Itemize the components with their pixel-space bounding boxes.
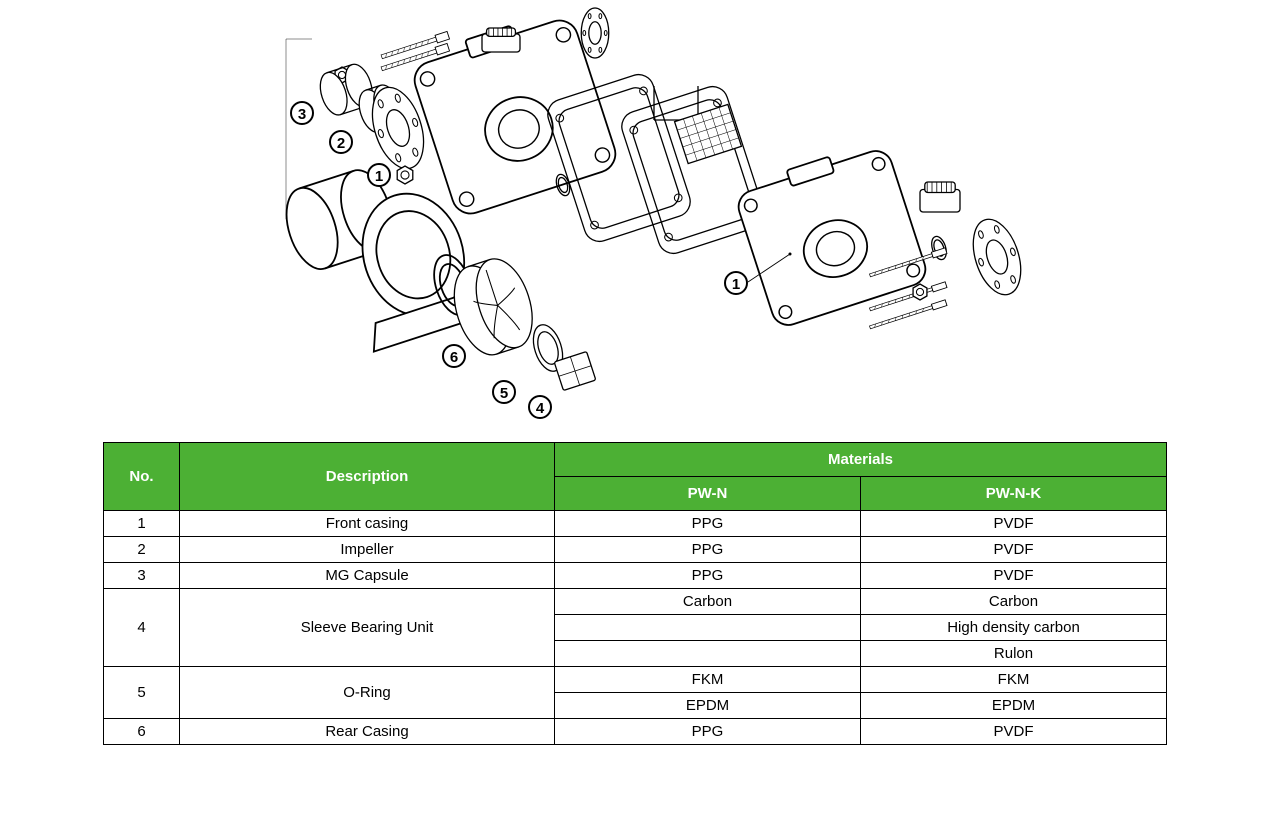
col-pwnk-header: PW-N-K	[861, 477, 1167, 511]
materials-table: No. Description Materials PW-N PW-N-K 1F…	[103, 442, 1167, 745]
col-no-header: No.	[104, 443, 180, 511]
table-row: 3MG CapsulePPGPVDF	[104, 563, 1167, 589]
cell-desc: MG Capsule	[180, 563, 555, 589]
cell-m2: Rulon	[861, 641, 1167, 667]
cell-m1	[555, 615, 861, 641]
cell-m2: PVDF	[861, 563, 1167, 589]
cell-desc: Sleeve Bearing Unit	[180, 589, 555, 667]
cell-desc: Impeller	[180, 537, 555, 563]
cell-m1: PPG	[555, 563, 861, 589]
part-port-ring	[929, 235, 949, 262]
col-materials-header: Materials	[555, 443, 1167, 477]
col-pwn-header: PW-N	[555, 477, 861, 511]
part-mesh-plate	[675, 104, 742, 163]
callout-1: 1	[367, 163, 391, 187]
cell-m2: EPDM	[861, 693, 1167, 719]
table-row: 5O-RingFKMFKM	[104, 667, 1167, 693]
callout-5: 5	[492, 380, 516, 404]
callout-1: 1	[724, 271, 748, 295]
cell-no: 6	[104, 719, 180, 745]
materials-table-head: No. Description Materials PW-N PW-N-K	[104, 443, 1167, 511]
cell-desc: Front casing	[180, 511, 555, 537]
diagram-svg	[0, 0, 1265, 442]
exploded-view-diagram: 3216541	[0, 0, 1265, 442]
col-desc-header: Description	[180, 443, 555, 511]
cell-no: 3	[104, 563, 180, 589]
cell-m1: Carbon	[555, 589, 861, 615]
cell-desc: O-Ring	[180, 667, 555, 719]
cell-m2: Carbon	[861, 589, 1167, 615]
cell-m1	[555, 641, 861, 667]
cell-m2: High density carbon	[861, 615, 1167, 641]
cell-m1: PPG	[555, 511, 861, 537]
callout-4: 4	[528, 395, 552, 419]
cell-m1: EPDM	[555, 693, 861, 719]
part-cap-top	[482, 28, 520, 52]
part-bearing-4	[554, 351, 596, 390]
cell-m1: PPG	[555, 719, 861, 745]
part-top-flange	[581, 8, 609, 58]
page-container: 3216541 No. Description Materials PW-N P…	[0, 0, 1265, 442]
cell-m1: PPG	[555, 537, 861, 563]
cell-m1: FKM	[555, 667, 861, 693]
table-row: 4Sleeve Bearing UnitCarbonCarbon	[104, 589, 1167, 615]
part-end-flange	[965, 213, 1030, 300]
cell-no: 2	[104, 537, 180, 563]
materials-table-wrap: No. Description Materials PW-N PW-N-K 1F…	[103, 442, 1166, 745]
cell-no: 5	[104, 667, 180, 719]
cell-no: 4	[104, 589, 180, 667]
callout-3: 3	[290, 101, 314, 125]
part-hex-set	[913, 284, 927, 300]
cell-m2: PVDF	[861, 719, 1167, 745]
cell-no: 1	[104, 511, 180, 537]
cell-m2: PVDF	[861, 537, 1167, 563]
part-plug	[920, 182, 960, 212]
cell-m2: FKM	[861, 667, 1167, 693]
table-row: 1Front casingPPGPVDF	[104, 511, 1167, 537]
callout-2: 2	[329, 130, 353, 154]
table-row: 6Rear CasingPPGPVDF	[104, 719, 1167, 745]
cell-m2: PVDF	[861, 511, 1167, 537]
callout-6: 6	[442, 344, 466, 368]
cell-desc: Rear Casing	[180, 719, 555, 745]
table-row: 2ImpellerPPGPVDF	[104, 537, 1167, 563]
materials-table-body: 1Front casingPPGPVDF2ImpellerPPGPVDF3MG …	[104, 511, 1167, 745]
part-nut-1	[397, 166, 413, 184]
